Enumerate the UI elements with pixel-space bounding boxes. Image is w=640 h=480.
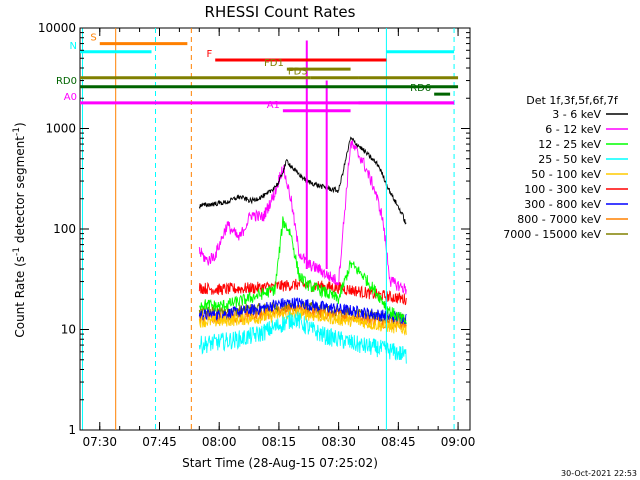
y-tick-label-3: 1000 <box>45 122 76 136</box>
series-25-50-kev <box>198 311 407 364</box>
series-6-12-kev <box>198 139 407 295</box>
x-tick-label-3: 08:15 <box>262 435 297 449</box>
flag-label-fd1: FD1 <box>264 58 284 69</box>
y-tick-label-1: 10 <box>61 323 76 337</box>
flag-label-a0: A0 <box>64 92 77 103</box>
axis-layer: 07:30 07:45 08:00 08:15 08:30 08:45 09:00 1 10 10… <box>38 21 476 449</box>
series-12-25-kev <box>199 216 407 325</box>
x-tick-label-5: 08:45 <box>381 435 416 449</box>
y-axis-label: Count Rate (s-1 detector segment-1) <box>12 122 27 337</box>
flag-label-s: S <box>90 33 96 44</box>
y-axis-label-end: ) <box>13 122 27 127</box>
y-axis-label-mid: detector segment <box>13 136 27 247</box>
x-tick-label-4: 08:30 <box>321 435 356 449</box>
legend-title: Det 1f,3f,5f,6f,7f <box>526 94 619 107</box>
legend-label-5: 100 - 300 keV <box>524 183 601 196</box>
flag-label-fd3: FD3 <box>288 67 308 78</box>
y-axis-label-main: Count Rate (s <box>13 256 27 338</box>
flag-label-f: F <box>206 49 212 60</box>
legend-label-6: 300 - 800 keV <box>524 198 601 211</box>
legend: 3 - 6 keV 6 - 12 keV 12 - 25 keV 25 - 50 ke… <box>503 108 628 241</box>
legend-label-0: 3 - 6 keV <box>552 108 601 121</box>
legend-label-7: 800 - 7000 keV <box>517 213 601 226</box>
y-tick-label-4: 10000 <box>38 21 76 35</box>
legend-label-3: 25 - 50 keV <box>538 153 601 166</box>
y-axis-label-sup1: -1 <box>12 247 22 256</box>
x-tick-label-0: 07:30 <box>82 435 117 449</box>
y-tick-label-0: 1 <box>68 423 76 437</box>
x-tick-label-2: 08:00 <box>202 435 237 449</box>
chart-title: RHESSI Count Rates <box>205 3 356 21</box>
y-tick-label-2: 100 <box>53 222 76 236</box>
flag-label-a1: A1 <box>267 100 280 111</box>
flag-label-rd0: RD0 <box>56 76 77 87</box>
flag-layer: S N F FD1 FD3 RD0 RD6 A0 A1 <box>56 28 459 430</box>
series-300-800-kev <box>198 297 407 325</box>
timestamp: 30-Oct-2021 22:53 <box>561 469 637 478</box>
legend-label-2: 12 - 25 keV <box>538 138 601 151</box>
x-tick-label-6: 09:00 <box>441 435 476 449</box>
legend-label-8: 7000 - 15000 keV <box>503 228 601 241</box>
x-axis-label: Start Time (28-Aug-15 07:25:02) <box>182 456 378 470</box>
series-50-100-kev <box>198 307 407 336</box>
flag-label-n: N <box>70 41 77 52</box>
x-tick-label-1: 07:45 <box>142 435 177 449</box>
series-3-6-kev <box>198 136 407 225</box>
flag-label-rd6: RD6 <box>410 83 431 94</box>
legend-label-4: 50 - 100 keV <box>531 168 601 181</box>
y-axis-label-sup2: -1 <box>12 127 22 136</box>
legend-label-1: 6 - 12 keV <box>545 123 601 136</box>
series-layer <box>198 40 407 364</box>
